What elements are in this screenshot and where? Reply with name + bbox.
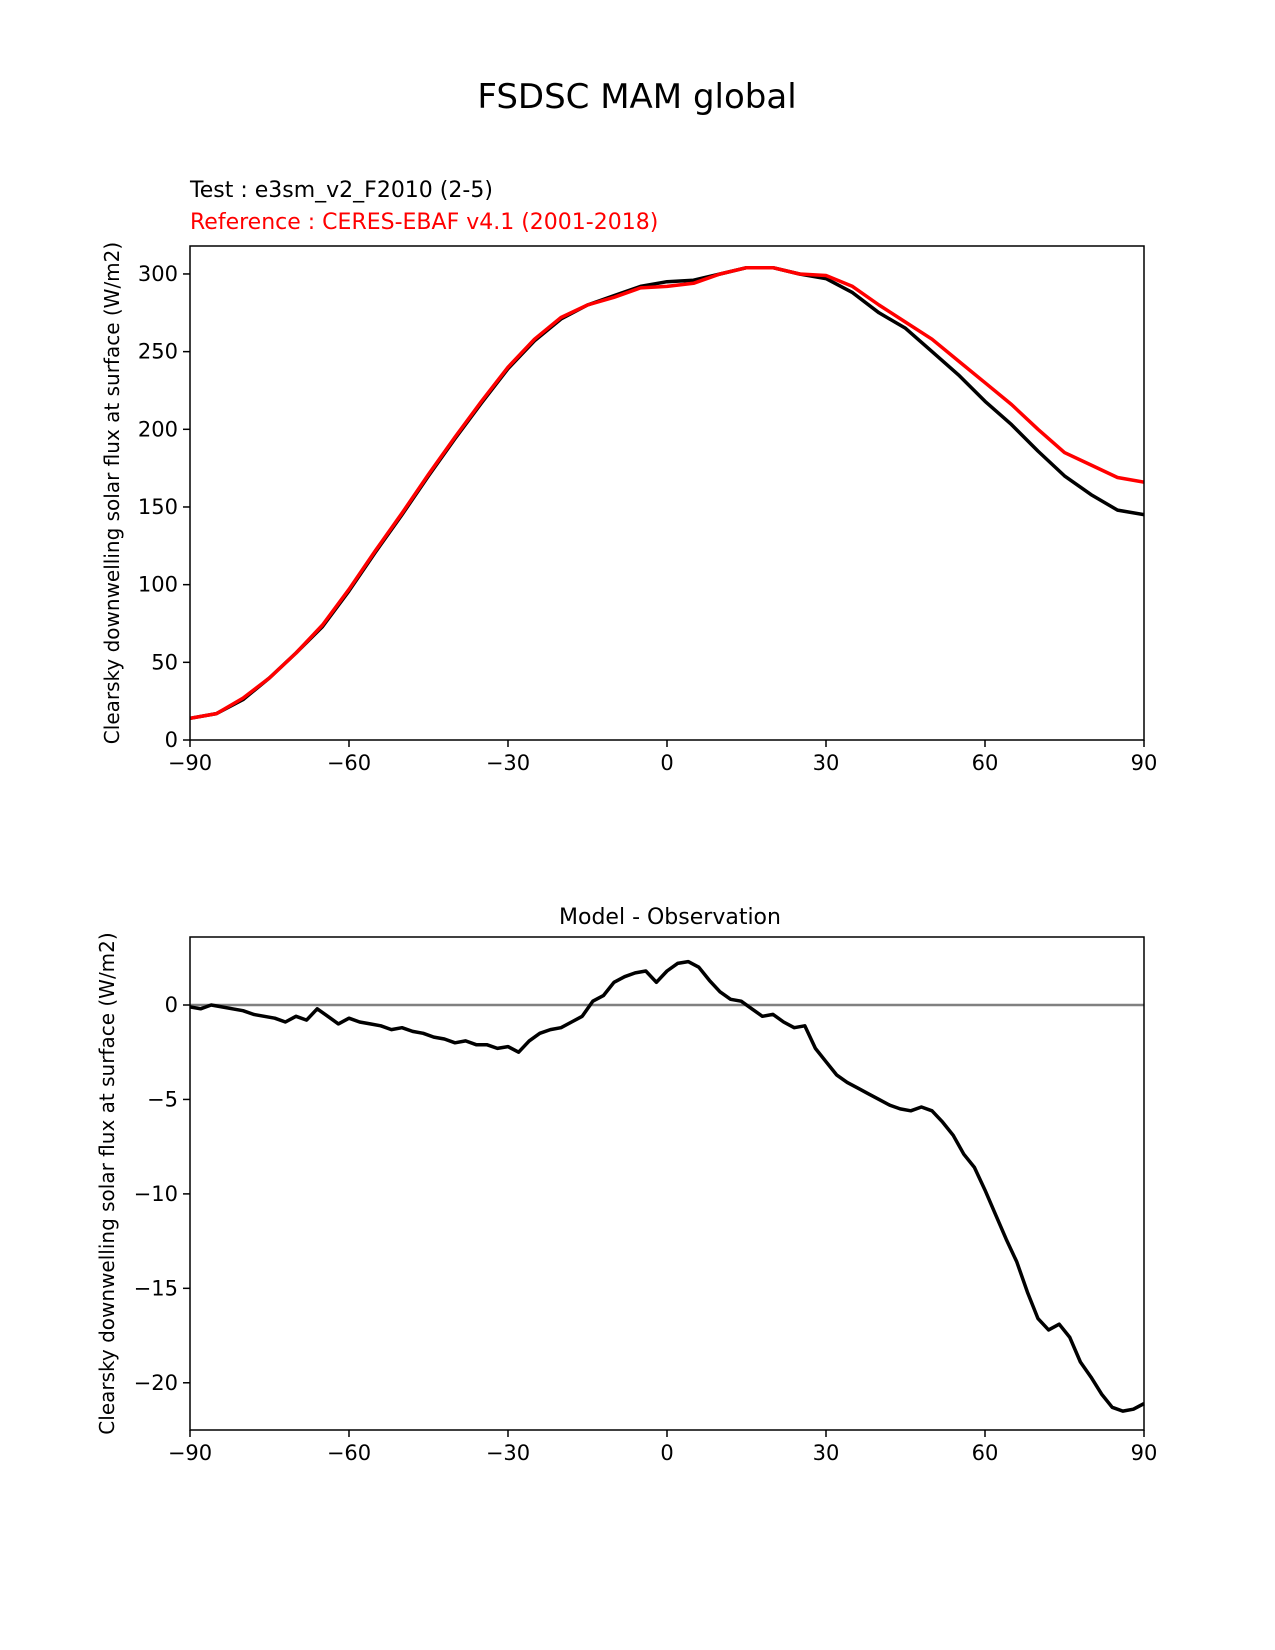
y-axis-label-bottom: Clearsky downwelling solar flux at surfa…	[95, 932, 119, 1434]
figure-title: FSDSC MAM global	[477, 77, 796, 117]
y-axis-label-top: Clearsky downwelling solar flux at surfa…	[100, 242, 124, 744]
top-plot-area: −90 −60 −30 0 30 60 90 0 50 100 150 200 250 300	[138, 245, 1158, 775]
x-tick-label: 60	[972, 1441, 999, 1465]
y-tick-label: 150	[138, 495, 178, 519]
y-tick-label: −20	[134, 1371, 178, 1395]
x-tick-label: 30	[813, 751, 840, 775]
x-tick-label: 0	[660, 1441, 673, 1465]
y-tick-label: −5	[147, 1087, 178, 1111]
x-tick-label: −60	[327, 1441, 371, 1465]
y-tick-label: 50	[151, 650, 178, 674]
y-tick-label: 200	[138, 417, 178, 441]
y-tick-label: 250	[138, 340, 178, 364]
y-tick-label: 0	[165, 728, 178, 752]
difference-title: Model - Observation	[559, 905, 781, 930]
x-tick-label: 30	[813, 1441, 840, 1465]
x-tick-label: −30	[486, 1441, 530, 1465]
series-line-reference	[189, 265, 1145, 721]
x-tick-label: 90	[1131, 751, 1158, 775]
x-tick-label: 0	[660, 751, 673, 775]
top-panel: Test : e3sm_v2_F2010 (2-5) Reference : C…	[100, 178, 1157, 775]
bottom-plot-area: −90 −60 −30 0 30 60 90 0 −5 −10 −15 −20	[134, 936, 1158, 1465]
bottom-panel: Model - Observation Clearsky downwelling…	[95, 905, 1157, 1465]
y-tick-label: 100	[138, 573, 178, 597]
y-tick-label: 0	[165, 993, 178, 1017]
series-line-difference	[189, 959, 1145, 1413]
test-label: Test : e3sm_v2_F2010 (2-5)	[189, 178, 493, 203]
y-tick-label: −15	[134, 1276, 178, 1300]
x-tick-label: −60	[327, 751, 371, 775]
y-tick-label: −10	[134, 1182, 178, 1206]
x-tick-label: −30	[486, 751, 530, 775]
reference-label: Reference : CERES-EBAF v4.1 (2001-2018)	[190, 210, 658, 235]
x-tick-label: 60	[972, 751, 999, 775]
x-tick-label: −90	[168, 1441, 212, 1465]
x-tick-label: 90	[1131, 1441, 1158, 1465]
y-tick-label: 300	[138, 262, 178, 286]
x-tick-label: −90	[168, 751, 212, 775]
